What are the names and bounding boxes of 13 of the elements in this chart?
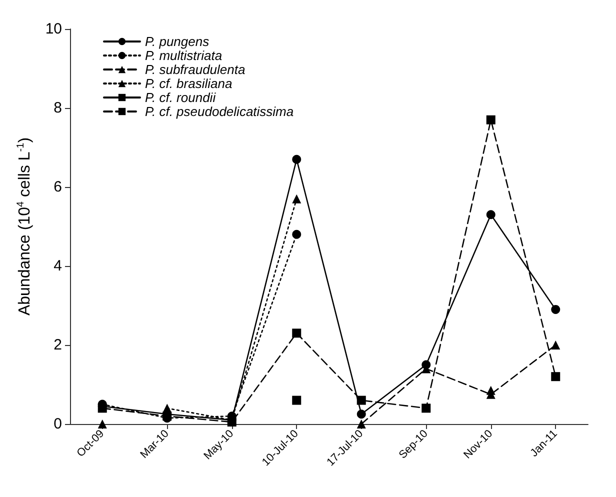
y-tick-label: 0 [54,416,62,432]
y-tick-label: 6 [54,178,62,196]
legend-label: P. pungens [145,34,210,49]
y-tick-label: 2 [54,336,62,354]
y-axis-title: Abundance (104 cells L-1) [16,137,34,316]
legend-label: P. subfraudulenta [145,62,246,77]
legend-label: P. cf. roundii [145,90,217,105]
y-tick-label: 4 [54,258,62,274]
legend-label: P. cf. pseudodelicatissima [145,104,294,119]
legend-label: P. multistriata [145,48,222,63]
y-tick-label: 8 [54,100,62,116]
legend-label: P. cf. brasiliana [145,76,232,91]
y-tick-label: 10 [45,20,62,38]
